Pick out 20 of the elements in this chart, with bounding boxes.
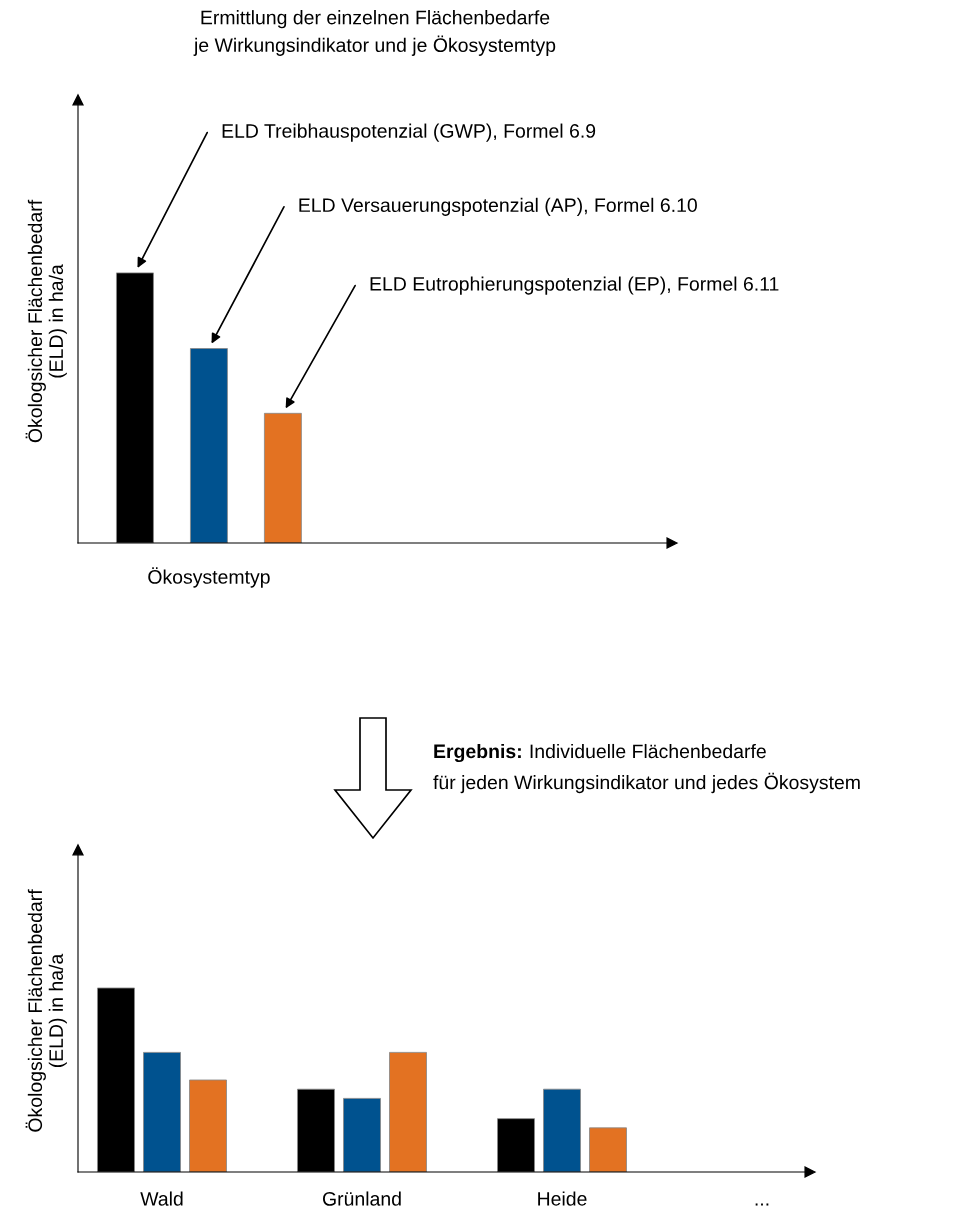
x-tick-label: Grünland <box>322 1191 401 1206</box>
text: Ermittlung der einzelnen Flächenbedarfe je Wirkungsindikator und je Ökosystemtyp <box>193 10 556 56</box>
x-tick-label: Heide <box>538 1191 587 1206</box>
bar <box>343 1097 381 1172</box>
x-tick-label: Wald <box>140 1191 183 1206</box>
bar <box>589 1127 627 1172</box>
text: Ergebnis: <box>434 743 521 763</box>
bar <box>389 1051 427 1172</box>
x-tick-label: ... <box>755 1203 769 1206</box>
y-axis-title: Ökologsicher Flächenbedarf (ELD) in ha/a <box>25 889 67 1132</box>
text: Individuelle Flächenbedarfe <box>530 743 766 759</box>
bar <box>143 1051 181 1172</box>
y-axis-title: Ökologsicher Flächenbedarf (ELD) in ha/a <box>25 199 67 443</box>
text: ELD Eutrophierungspotenzial (EP), Formel 6.11 <box>370 276 779 295</box>
bar <box>189 1079 227 1172</box>
text: ELD Treibhauspotenzial (GWP), Formel 6.9 <box>222 123 596 142</box>
x-axis-title: Ökosystemtyp <box>148 567 270 588</box>
text: ELD Versauerungspotenzial (AP), Formel 6.10 <box>299 197 697 216</box>
bar <box>543 1088 581 1172</box>
text: für jeden Wirkungsindikator und jedes Ökosystem <box>433 772 860 794</box>
